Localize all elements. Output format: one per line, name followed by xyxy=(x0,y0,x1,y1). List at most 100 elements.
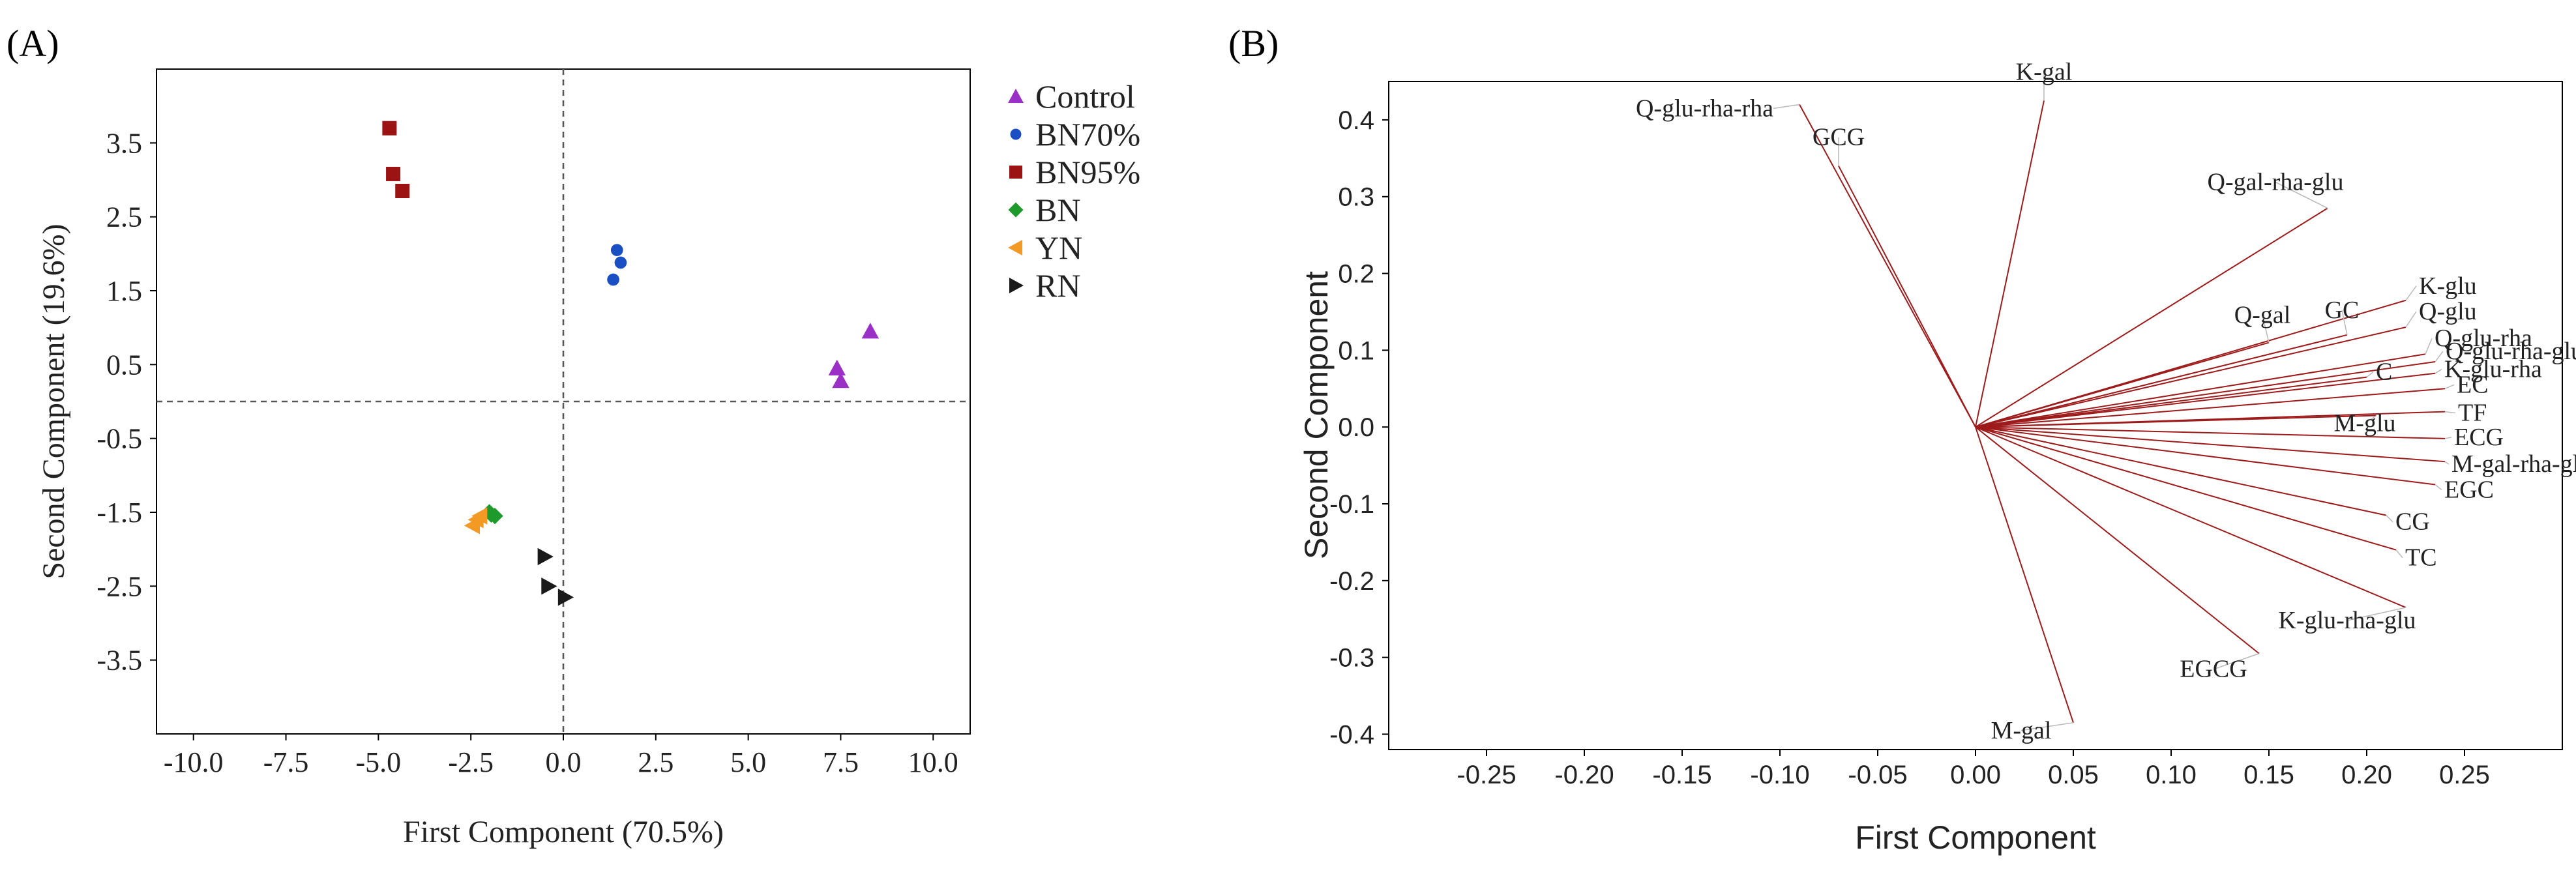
legend-marker-rn xyxy=(1009,278,1024,293)
panel-b-label: (B) xyxy=(1228,22,1279,65)
vector-k-glu-rha-glu xyxy=(1975,426,2406,608)
leader-line-m-gal xyxy=(2021,722,2074,731)
panel-b-y-tick-label: 0.2 xyxy=(1338,260,1374,289)
point-bn95 xyxy=(386,166,401,181)
panel-b-y-tick-label: -0.4 xyxy=(1329,720,1374,749)
point-yn xyxy=(471,507,488,525)
panel-b-y-tick-label: -0.3 xyxy=(1329,644,1374,673)
legend-marker-control xyxy=(1008,89,1024,103)
vector-ecg xyxy=(1975,426,2446,439)
vector-label-k-gal: K-gal xyxy=(2016,58,2073,85)
panel-a-y-tick-label: -0.5 xyxy=(96,423,142,455)
panel-b-y-tick-label: 0.4 xyxy=(1338,106,1374,135)
vector-q-gal-rha-glu xyxy=(1975,207,2328,428)
vector-k-gal xyxy=(1975,100,2045,428)
legend-label-yn: YN xyxy=(1035,229,1082,266)
leader-line-q-glu-rha-glu xyxy=(2435,351,2444,362)
legend-marker-bn xyxy=(1008,202,1024,218)
panel-a-points xyxy=(382,121,880,606)
panel-a: (A) -10.0 -7.5 -5.0 -2.5 0.0 2.5 5.0 7.5 10.0 3.… xyxy=(7,22,1140,849)
panel-a-x-axis-label: First Component (70.5%) xyxy=(403,815,724,849)
panel-a-x-tick-label: 7.5 xyxy=(823,746,859,778)
leader-line-q-glu-rha-rha xyxy=(1773,104,1800,110)
panel-b-x-tick-label: -0.10 xyxy=(1750,761,1809,789)
leader-line-tf xyxy=(2444,411,2456,414)
panel-b-y-ticks: 0.4 0.3 0.2 0.1 0.0 -0.1 -0.2 -0.3 -0.4 xyxy=(1329,106,1389,749)
panel-b-y-tick-label: 0.1 xyxy=(1338,336,1374,365)
panel-b-x-tick-label: 0.00 xyxy=(1950,761,2001,789)
vector-gcg xyxy=(1838,166,1976,428)
leader-line-c xyxy=(2366,372,2374,378)
leader-line-m-gal-rha-glu xyxy=(2444,461,2450,465)
panel-a-y-tick-label: -3.5 xyxy=(96,645,142,677)
panel-a-x-tick-label: 10.0 xyxy=(908,746,958,778)
vector-ec xyxy=(1975,388,2446,428)
panel-b-y-tick-label: -0.1 xyxy=(1329,490,1374,519)
leader-line-k-glu-rha-glu xyxy=(2347,607,2406,621)
vector-m-gal xyxy=(1975,426,2074,723)
point-bn95 xyxy=(395,184,410,198)
panel-a-x-tick-label: 0.0 xyxy=(546,746,582,778)
vector-label-gc: GC xyxy=(2325,297,2360,324)
panel-b-y-tick-label: -0.2 xyxy=(1329,567,1374,596)
vector-label-q-gal: Q-gal xyxy=(2234,302,2291,329)
legend-label-control: Control xyxy=(1035,78,1135,115)
point-yn xyxy=(464,517,481,534)
vector-egc xyxy=(1975,426,2436,486)
panel-a-y-ticks: 3.5 2.5 1.5 0.5 -0.5 -1.5 -2.5 -3.5 xyxy=(96,127,156,677)
panel-b-x-tick-label: -0.20 xyxy=(1554,761,1614,789)
point-bn95 xyxy=(382,121,397,136)
panel-a-y-tick-label: -2.5 xyxy=(96,570,142,602)
vector-label-q-gal-rha-glu: Q-gal-rha-glu xyxy=(2208,168,2344,196)
panel-a-x-ticks: -10.0 -7.5 -5.0 -2.5 0.0 2.5 5.0 7.5 10.0 xyxy=(164,734,958,778)
panel-a-x-tick-label: -7.5 xyxy=(263,746,309,778)
leader-line-ecg xyxy=(2444,437,2452,439)
point-bn70 xyxy=(614,256,627,269)
panel-a-y-axis-label: Second Component (19.6%) xyxy=(37,224,71,579)
panel-b-x-tick-label: 0.05 xyxy=(2048,761,2099,789)
vector-tc xyxy=(1975,426,2397,551)
vector-q-gal xyxy=(1975,342,2270,428)
legend-marker-bn70 xyxy=(1010,128,1022,140)
vector-m-glu xyxy=(1975,415,2377,428)
panel-a-y-tick-label: 2.5 xyxy=(106,201,142,233)
leader-line-egcg xyxy=(2213,653,2260,670)
panel-a-y-tick-label: 3.5 xyxy=(106,127,142,159)
leader-line-gc xyxy=(2341,310,2348,335)
vector-q-glu xyxy=(1975,327,2406,428)
vector-label-ecg: ECG xyxy=(2454,424,2504,451)
leader-line-q-gal-rha-glu xyxy=(2275,181,2328,209)
leader-line-q-glu-rha xyxy=(2425,338,2433,355)
vector-label-tc: TC xyxy=(2405,544,2437,572)
vector-label-k-glu-rha: K-glu-rha xyxy=(2444,356,2542,383)
point-control xyxy=(832,372,850,388)
panel-b-x-tick-label: -0.15 xyxy=(1652,761,1711,789)
panel-b-y-axis-label: Second Component xyxy=(1298,271,1335,559)
vector-label-cg: CG xyxy=(2395,508,2430,536)
panel-a-x-tick-label: 2.5 xyxy=(638,746,674,778)
panel-b-x-ticks: -0.25 -0.20 -0.15 -0.10 -0.05 0.00 0.05 0.10 0.1… xyxy=(1457,750,2490,789)
vector-c xyxy=(1975,376,2367,428)
vector-label-ec: EC xyxy=(2457,371,2489,398)
vector-label-q-glu-rha-glu: Q-glu-rha-glu xyxy=(2446,338,2576,365)
vector-label-m-gal-rha-glu: M-gal-rha-glu xyxy=(2451,450,2576,478)
point-bn70 xyxy=(607,273,619,286)
legend-label-bn: BN xyxy=(1035,192,1080,228)
leader-line-egc xyxy=(2435,484,2442,491)
point-bn70 xyxy=(610,244,623,257)
panel-b-x-tick-label: 0.25 xyxy=(2439,761,2490,789)
panel-b: (B) -0.25 -0.20 -0.15 -0.10 -0.05 0.00 0.05 0.1… xyxy=(1228,22,2576,856)
panel-a-y-tick-label: -1.5 xyxy=(96,497,142,529)
vector-cg xyxy=(1975,426,2387,516)
vector-label-q-glu-rha-rha: Q-glu-rha-rha xyxy=(1636,95,1773,122)
panel-b-x-tick-label: 0.10 xyxy=(2146,761,2197,789)
leader-line-ec xyxy=(2444,384,2455,389)
leader-line-tc xyxy=(2395,549,2403,559)
panel-b-y-tick-label: 0.3 xyxy=(1338,183,1374,212)
legend-label-bn95: BN95% xyxy=(1035,154,1140,190)
point-control xyxy=(861,323,880,339)
vector-label-gcg: GCG xyxy=(1813,124,1865,151)
vector-k-glu-rha xyxy=(1975,372,2436,428)
vector-egcg xyxy=(1975,426,2260,654)
